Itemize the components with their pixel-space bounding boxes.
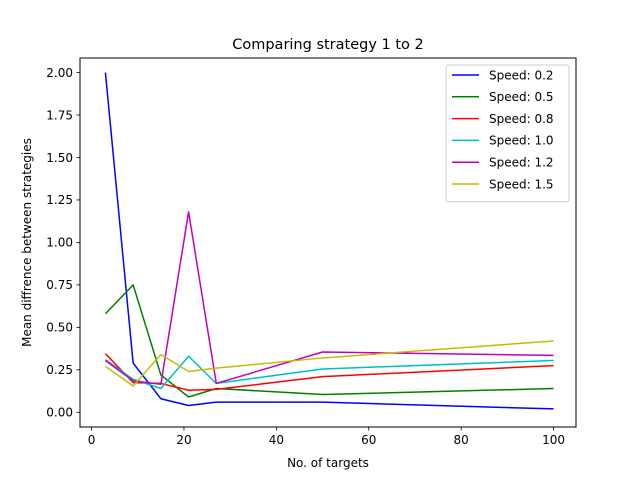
x-tick-label: 60	[361, 433, 376, 447]
y-tick-label: 2.00	[46, 66, 73, 80]
legend-label: Speed: 0.8	[489, 112, 554, 126]
y-tick-label: 0.00	[46, 406, 73, 420]
y-tick-label: 1.75	[46, 108, 73, 122]
series-lines	[104, 72, 554, 410]
x-tick-label: 20	[176, 433, 191, 447]
legend: Speed: 0.2 Speed: 0.5 Speed: 0.8 Speed: 1.0…	[445, 64, 570, 203]
plot-frame	[79, 57, 577, 428]
x-axis-label: No. of targets	[287, 456, 369, 470]
legend-label: Speed: 1.5	[489, 177, 554, 191]
series-line	[104, 340, 554, 387]
y-tick-label: 1.25	[46, 193, 73, 207]
y-tick-label: 0.25	[46, 363, 73, 377]
y-tick-label: 1.00	[46, 236, 73, 250]
legend-label: Speed: 1.2	[489, 156, 554, 170]
series-line	[104, 284, 554, 398]
legend-label: Speed: 1.0	[489, 134, 554, 148]
legend-label: Speed: 0.2	[489, 68, 554, 82]
x-tick-label: 100	[542, 433, 565, 447]
series-line	[104, 353, 554, 391]
y-axis-label: Mean diffrence between strategies	[20, 138, 34, 347]
y-tick-label: 0.75	[46, 278, 73, 292]
axis-ticks: 0 20 40 60 80 100 0.00 0.25 0.50 0.75 1.00 1.25 1.50…	[46, 66, 565, 447]
x-tick-label: 40	[269, 433, 284, 447]
x-tick-label: 80	[454, 433, 469, 447]
series-line	[104, 72, 554, 410]
y-tick-label: 1.50	[46, 151, 73, 165]
x-tick-label: 0	[88, 433, 96, 447]
legend-box	[445, 64, 570, 203]
y-tick-label: 0.50	[46, 321, 73, 335]
chart-title: Comparing strategy 1 to 2	[232, 37, 424, 53]
legend-label: Speed: 0.5	[489, 90, 554, 104]
series-line	[104, 211, 554, 386]
series-line	[104, 355, 554, 390]
